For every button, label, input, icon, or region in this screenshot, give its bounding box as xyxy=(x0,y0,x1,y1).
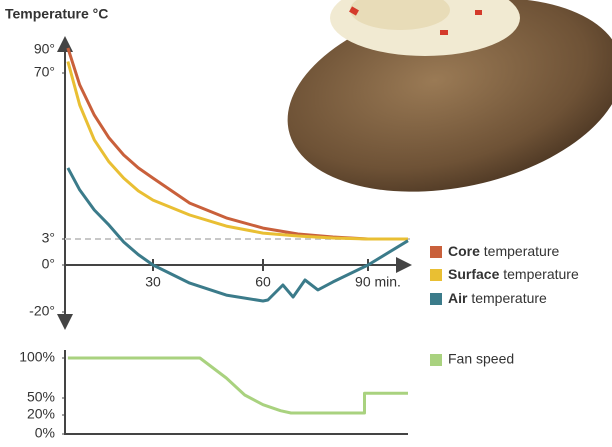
y-tick-label: 0% xyxy=(35,425,55,441)
legend-label-rest: temperature xyxy=(499,266,579,282)
legend-swatch xyxy=(430,293,442,305)
legend-swatch xyxy=(430,269,442,281)
potato-image xyxy=(287,0,612,192)
series-line xyxy=(66,167,409,303)
chart-title: Temperature °C xyxy=(5,6,108,22)
legend-swatch xyxy=(430,246,442,258)
legend-label: Fan speed xyxy=(448,351,514,367)
y-tick-label: -20° xyxy=(29,303,55,319)
legend-label: Surface temperature xyxy=(448,266,579,282)
x-tick-label: 90 min. xyxy=(355,274,401,290)
series-line xyxy=(66,61,408,241)
legend-label: Air temperature xyxy=(448,290,547,306)
legend-label-bold: Air xyxy=(448,290,468,306)
y-tick-label: 100% xyxy=(19,349,55,365)
x-tick-label: 30 xyxy=(145,274,161,290)
y-tick-label: 50% xyxy=(27,389,55,405)
y-tick-label: 3° xyxy=(42,230,55,246)
legend-label-rest: temperature xyxy=(467,290,547,306)
x-tick-label: 60 xyxy=(255,274,271,290)
legend-label-rest: temperature xyxy=(480,243,560,259)
legend-label: Core temperature xyxy=(448,243,559,259)
y-tick-label: 70° xyxy=(34,64,55,80)
y-tick-label: 20% xyxy=(27,406,55,422)
y-tick-label: 0° xyxy=(42,256,55,272)
series-line xyxy=(67,356,408,415)
legend-label-bold: Surface xyxy=(448,266,500,282)
legend-label-bold: Core xyxy=(448,243,480,259)
legend-swatch xyxy=(430,354,442,366)
y-tick-label: 90° xyxy=(34,41,55,57)
